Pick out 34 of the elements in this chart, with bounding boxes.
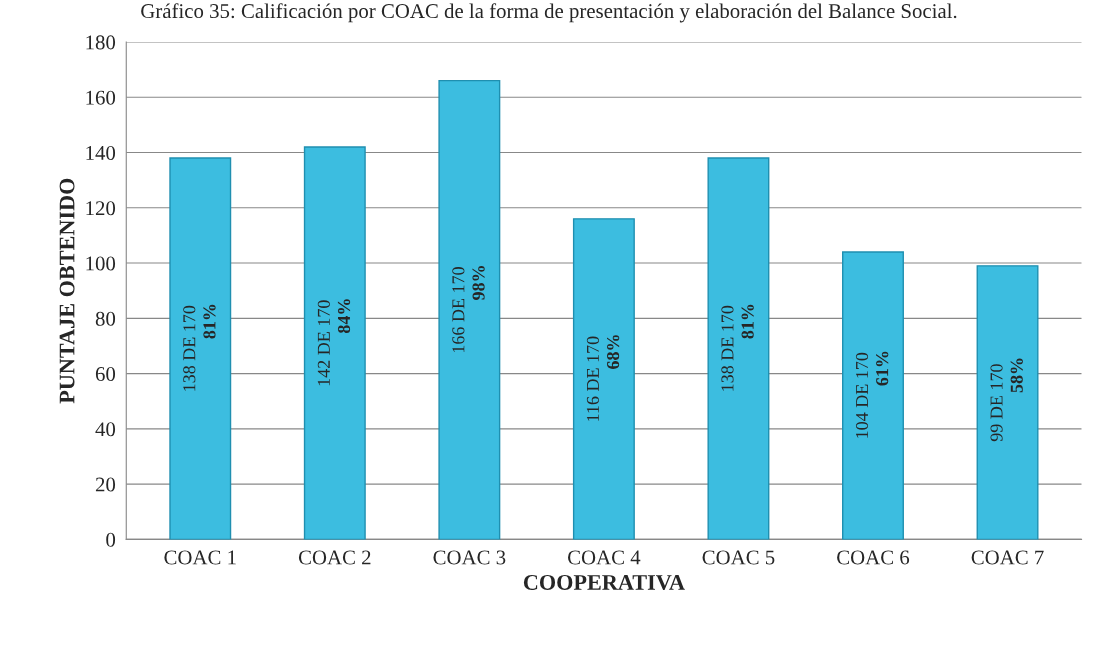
x-tick-label: COAC 1	[164, 550, 236, 565]
x-tick-label: COAC 3	[433, 550, 506, 565]
x-tick-label: COAC 5	[702, 550, 775, 565]
data-label: 138 DE 170 81%	[183, 304, 216, 391]
x-tick-label: COAC 6	[837, 550, 910, 565]
y-tick-label: 140	[86, 145, 116, 160]
data-label: 99 DE 170 58%	[990, 358, 1023, 442]
bar	[303, 146, 366, 540]
y-tick-label: 60	[95, 366, 116, 382]
y-tick-label: 180	[86, 35, 116, 50]
bar	[438, 79, 501, 540]
chart-title: Gráfico 35: Calificación por COAC de la forma de presentación y elaboración del Balance Social.	[141, 3, 957, 23]
data-label: 116 DE 170 68%	[586, 335, 620, 421]
bar	[169, 157, 232, 540]
x-tick-label: COAC 2	[298, 550, 371, 565]
y-axis-title: PUNTAJE OBTENIDO	[59, 178, 75, 404]
y-tick-label: 80	[95, 311, 116, 326]
data-label: 142 DE 170 84%	[317, 299, 351, 386]
y-tick-label: 40	[95, 422, 116, 437]
x-tick-label: COAC 4	[568, 550, 641, 565]
bar	[842, 251, 904, 540]
x-tick-label: COAC 7	[971, 550, 1044, 565]
y-tick-label: 100	[86, 256, 116, 271]
bar	[976, 265, 1039, 540]
bar	[572, 218, 635, 540]
y-tick-label: 160	[86, 90, 116, 105]
data-label: 104 DE 170 61%	[855, 351, 889, 438]
y-tick-label: 20	[95, 477, 116, 492]
y-tick-label: 0	[106, 532, 116, 547]
bar	[707, 157, 770, 540]
data-label: 138 DE 170 81%	[721, 304, 754, 391]
y-tick-label: 120	[86, 201, 116, 216]
x-axis-title: COOPERATIVA	[523, 574, 685, 591]
data-label: 166 DE 170 98%	[452, 266, 485, 353]
